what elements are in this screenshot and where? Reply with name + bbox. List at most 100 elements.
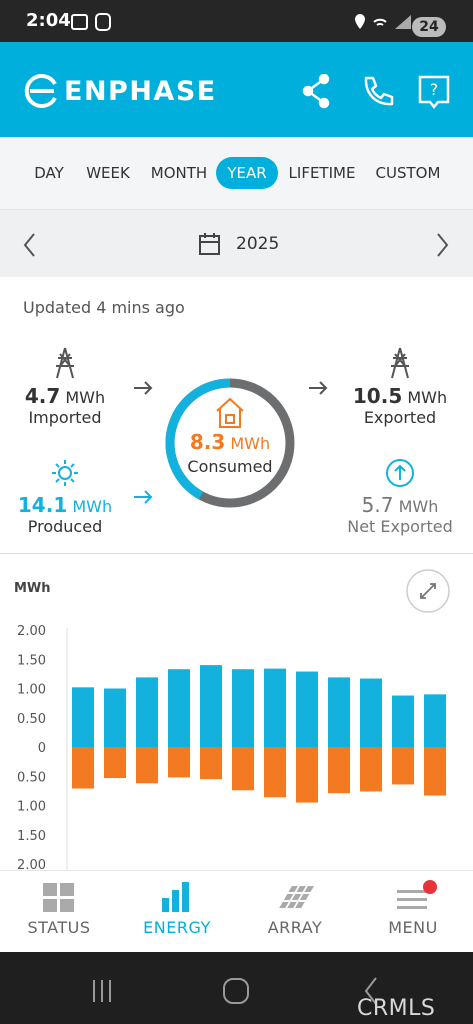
header-actions: ? [302, 74, 450, 110]
value: 4.7 [24, 384, 61, 408]
home-icon [216, 397, 244, 428]
system-nav-icons [93, 977, 377, 1005]
value: 8.3 [189, 430, 226, 454]
arrow [134, 381, 153, 395]
bar [72, 687, 94, 747]
bar [392, 695, 414, 747]
nav-item[interactable]: ENERGY [143, 918, 211, 937]
exported-value: 10.5 MWh [320, 384, 473, 408]
net-exported-label: Net Exported [347, 517, 453, 536]
array-icon [279, 886, 314, 908]
value: 14.1 [17, 493, 68, 517]
watermark: CRMLS [357, 996, 436, 1021]
y-axis-label: MWh [14, 581, 51, 596]
bar [168, 747, 190, 778]
consumed-label: Consumed [187, 457, 273, 476]
y-tick-label: 0 [38, 741, 46, 756]
bar [264, 747, 286, 798]
updated-text: Updated 4 mins ago [23, 298, 185, 317]
grid-tower-icon [56, 347, 74, 379]
bar [200, 747, 222, 780]
bar [328, 747, 350, 794]
exported-label: Exported [363, 408, 437, 427]
bar [232, 669, 254, 747]
bar [104, 747, 126, 779]
value: 10.5 [352, 384, 403, 408]
period-tab[interactable]: WEEK [86, 164, 130, 182]
brand-name: ENPHASE [64, 76, 217, 107]
energy-chart: MWh 2.00 1.50 1.00 0.50 0 0.50 1.00 1.50 2.00 [14, 569, 450, 870]
y-tick-label: 2.00 [17, 624, 46, 639]
arrow [134, 490, 153, 504]
clock: 2:04 [26, 10, 71, 31]
calendar-icon [199, 233, 220, 255]
expand-button[interactable] [406, 569, 450, 613]
period-tab[interactable]: MONTH [150, 164, 208, 182]
nav-item[interactable]: ARRAY [267, 918, 323, 937]
y-tick-label: 0.50 [17, 770, 46, 785]
bar [136, 747, 158, 784]
bottom-nav [0, 870, 473, 952]
y-tick-label: 1.00 [17, 800, 46, 815]
status-right-icons [355, 14, 411, 29]
y-tick-label: 0.50 [17, 712, 46, 727]
bar [296, 671, 318, 747]
menu-icon [397, 890, 427, 909]
battery-level: 24 [419, 19, 439, 35]
consumed-value: 8.3 MWh [150, 430, 310, 454]
period-tab[interactable]: LIFETIME [288, 164, 356, 182]
date-controls [23, 233, 449, 257]
next-button[interactable] [437, 233, 449, 257]
back-button[interactable] [364, 977, 377, 1005]
notification-dot [423, 880, 437, 894]
bar [392, 747, 414, 785]
produced-value: 14.1 MWh [0, 493, 145, 517]
status-bar [0, 0, 473, 42]
bar [360, 747, 382, 792]
value: 5.7 [361, 493, 394, 517]
consumption-ring-arc [165, 378, 231, 500]
bar [136, 677, 158, 747]
net-exported-value: 5.7 MWh [320, 493, 473, 517]
svg-text:?: ? [430, 80, 439, 99]
bar [168, 669, 190, 747]
system-nav [0, 952, 473, 1024]
bar [360, 678, 382, 747]
divider [0, 553, 473, 554]
energy-icon [162, 882, 189, 912]
y-tick-label: 1.00 [17, 683, 46, 698]
nav-item[interactable]: STATUS [27, 918, 91, 937]
date-bar [0, 210, 473, 277]
unit: MWh [398, 497, 439, 516]
app-header [0, 42, 473, 137]
status-icon [43, 883, 74, 912]
bar [232, 747, 254, 791]
call-button[interactable] [364, 76, 394, 106]
period-tab[interactable]: YEAR [216, 157, 278, 189]
bar [264, 668, 286, 747]
status-icons [71, 13, 111, 31]
y-tick-label: 1.50 [17, 653, 46, 668]
imported-value: 4.7 MWh [0, 384, 145, 408]
bar [328, 677, 350, 747]
bar [424, 694, 446, 747]
period-tab[interactable]: CUSTOM [375, 164, 441, 182]
recents-button[interactable] [93, 980, 111, 1002]
share-button[interactable] [302, 74, 330, 109]
home-button[interactable] [223, 978, 249, 1004]
bar [72, 747, 94, 789]
nav-icons [43, 880, 437, 912]
prev-button[interactable] [23, 233, 35, 257]
net-export-icon [386, 459, 414, 487]
unit: MWh [65, 388, 106, 407]
help-button[interactable]: ? [418, 75, 450, 110]
battery [412, 17, 446, 37]
imported-label: Imported [28, 408, 102, 427]
period-tab[interactable]: DAY [34, 164, 64, 182]
arrow [309, 381, 328, 395]
bar [296, 747, 318, 803]
energy-flow-graphics [52, 347, 414, 508]
brand-logo [24, 74, 57, 108]
date-label: 2025 [236, 234, 280, 254]
nav-item[interactable]: MENU [388, 918, 438, 937]
